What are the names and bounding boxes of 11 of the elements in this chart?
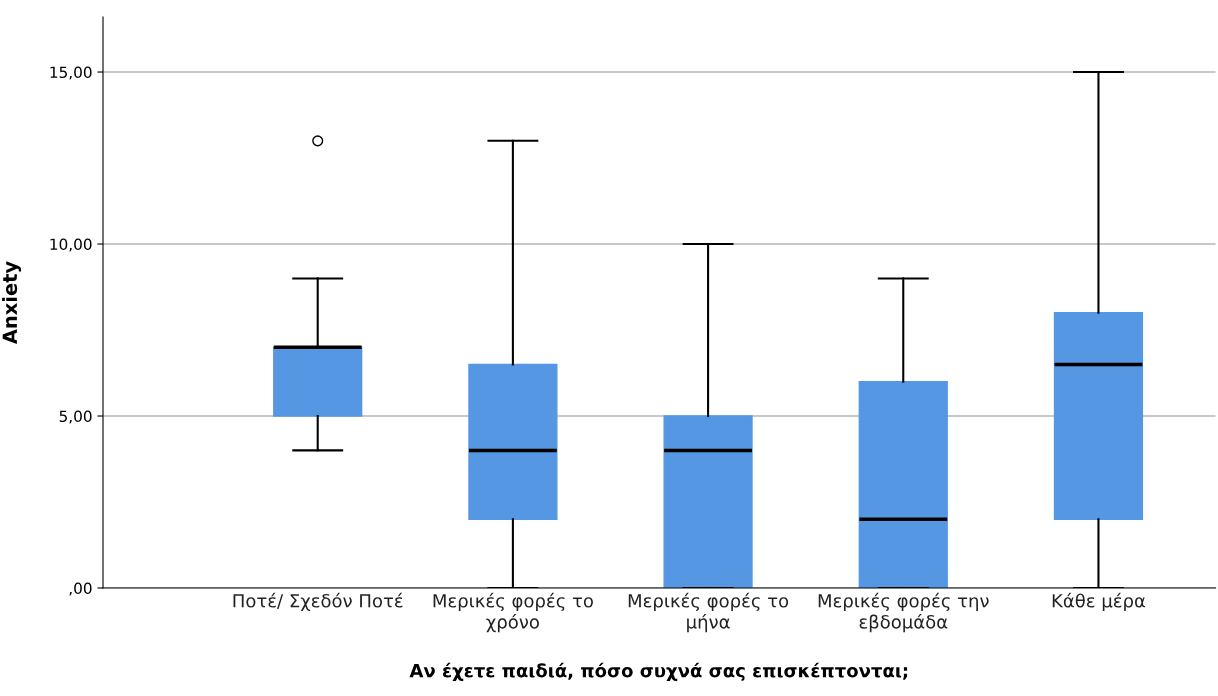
x-tick-label: Μερικές φορές το χρόνο (433, 592, 593, 633)
y-axis-title: Anxiety (2, 261, 22, 345)
y-tick-label: 10,00 (50, 238, 92, 252)
x-axis-title: Αν έχετε παιδιά, πόσο συχνά σας επισκέπτονται; (409, 662, 908, 681)
x-tick-label: Μερικές φορές το μήνα (628, 592, 789, 633)
x-tick-label: Κάθε μέρα (1052, 592, 1146, 612)
y-tick-label: 15,00 (50, 66, 92, 80)
x-tick-label: Ποτέ/ Σχεδόν Ποτέ (233, 592, 403, 612)
y-tick-label: ,00 (69, 582, 92, 596)
y-tick-label: 5,00 (59, 410, 92, 424)
x-tick-label: Μερικές φορές την εβδομάδα (818, 592, 989, 633)
